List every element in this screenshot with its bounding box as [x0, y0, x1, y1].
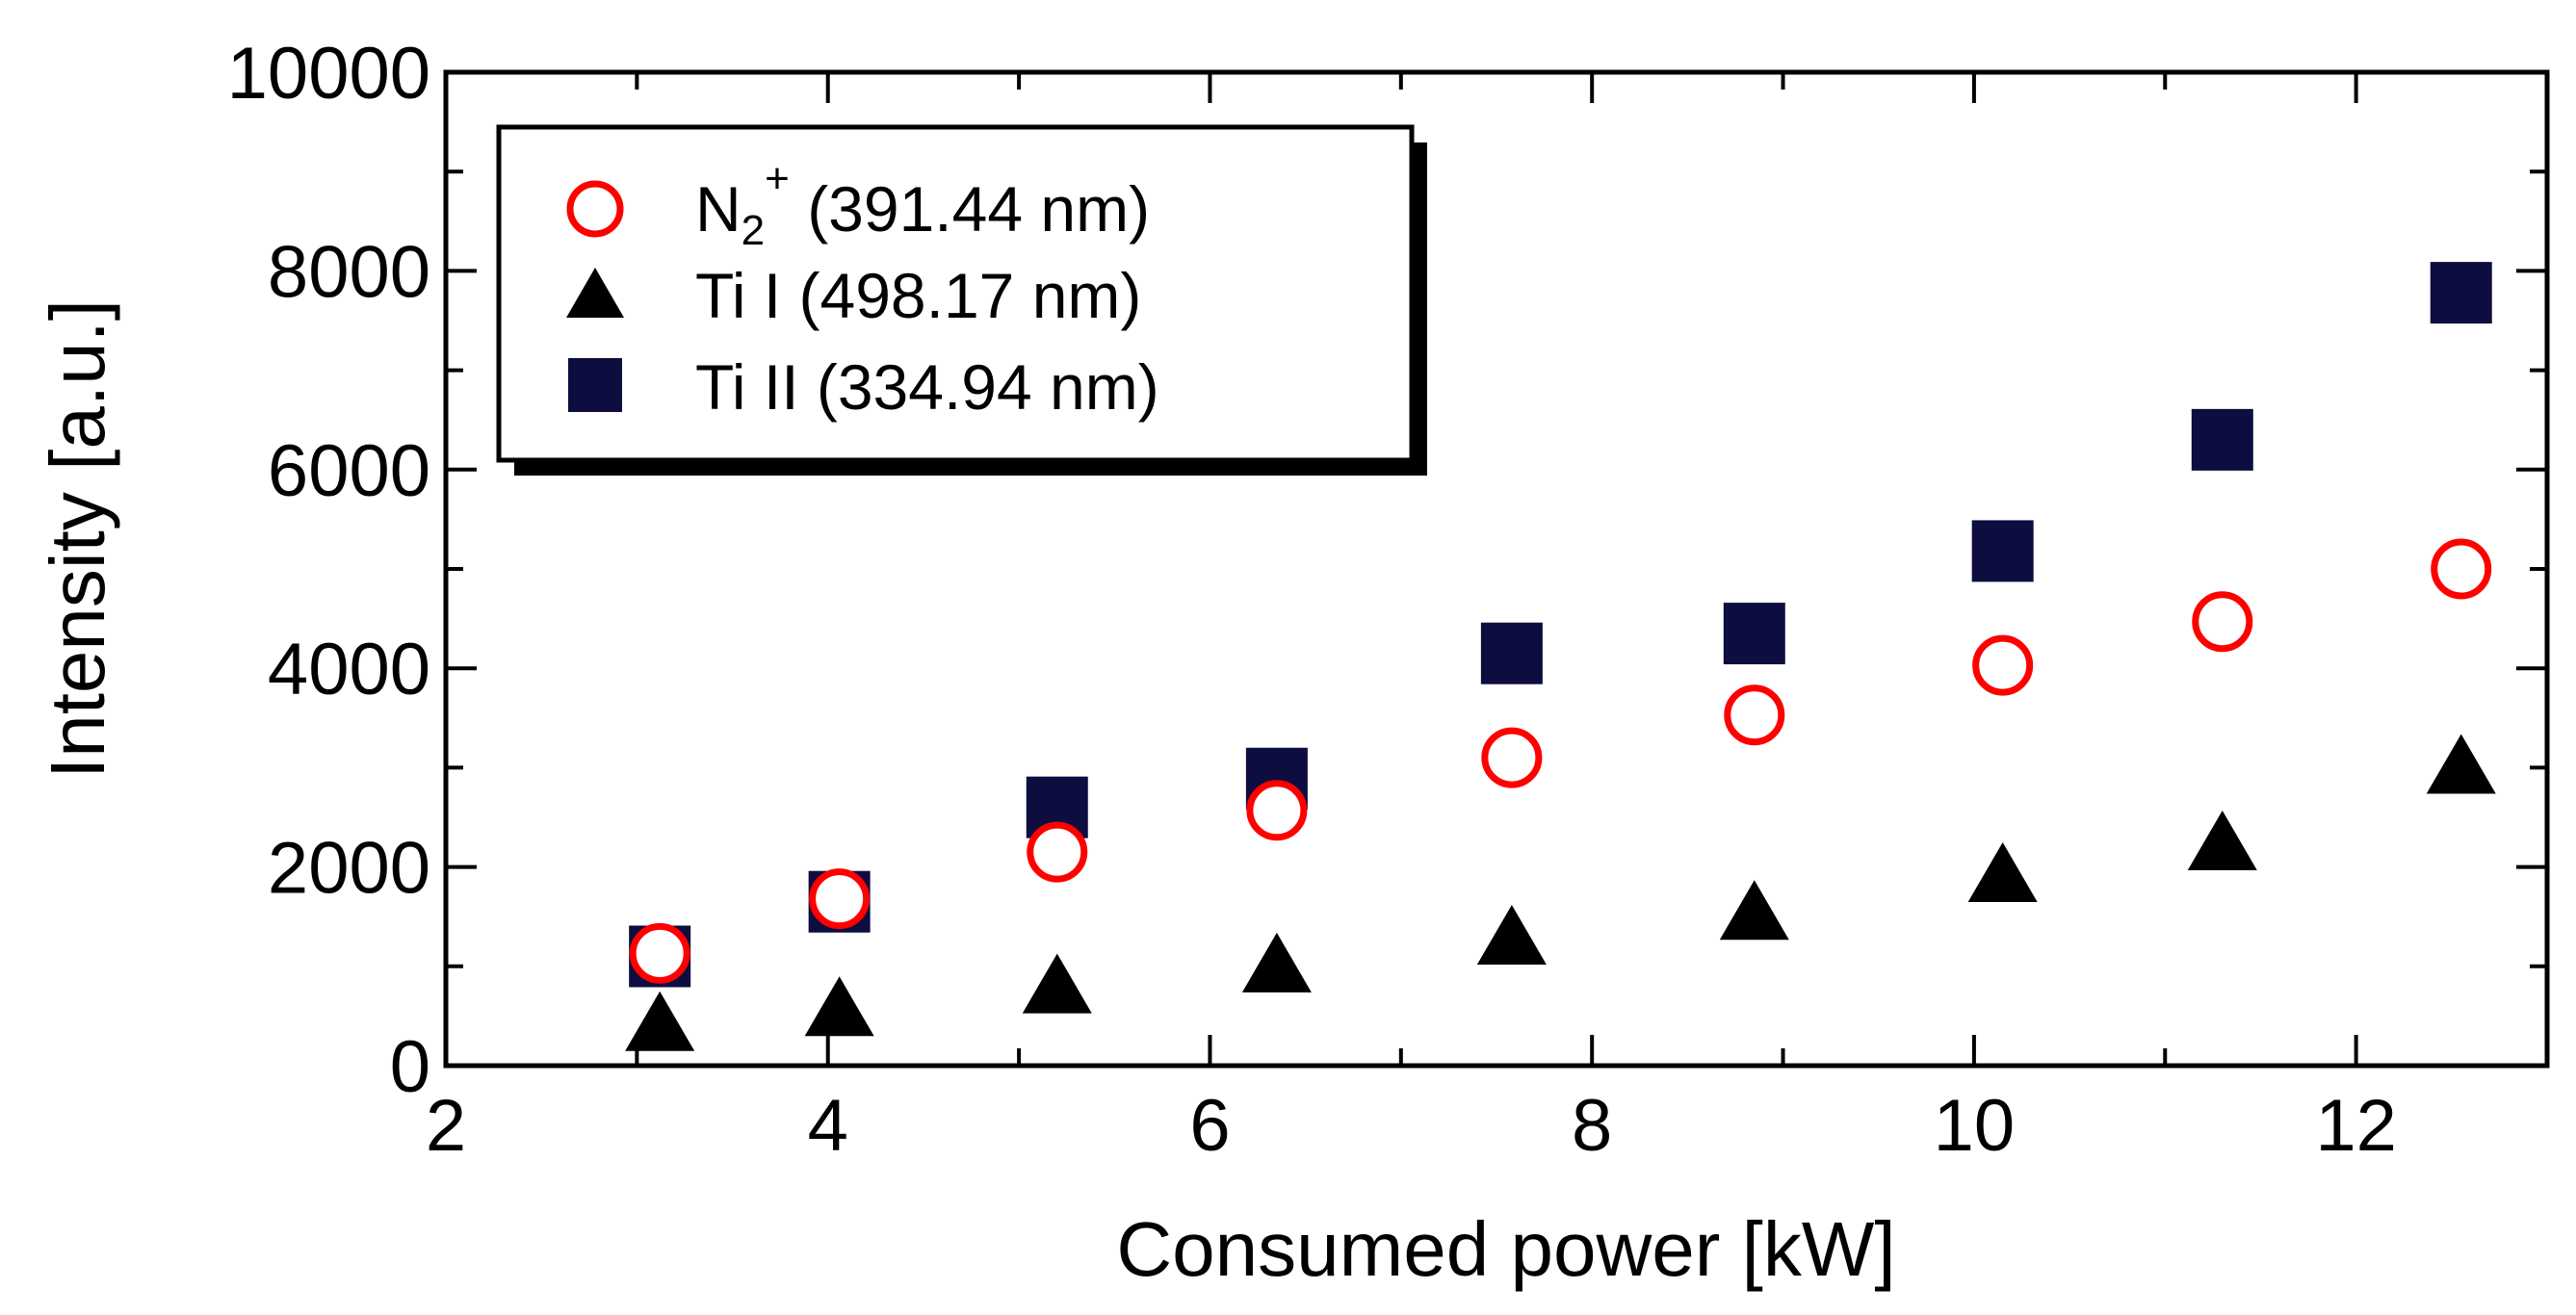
ti-i-point [1719, 880, 1789, 941]
x-tick-label: 10 [1934, 1085, 2016, 1167]
legend-marker-ti-i [566, 268, 624, 318]
ti-i-point [625, 991, 695, 1051]
n2plus-point [1246, 780, 1308, 841]
ti-i-point [1022, 953, 1092, 1014]
ti-i-point [804, 976, 874, 1037]
ti-ii-point [2430, 262, 2492, 324]
n2plus-point [1027, 821, 1088, 883]
y-tick-label: 0 [390, 1026, 430, 1108]
ti-ii-point [2191, 408, 2253, 471]
legend-box [496, 124, 1415, 463]
legend-marker-n2plus [566, 180, 624, 238]
n2plus-point [629, 922, 690, 984]
y-tick-label: 4000 [268, 629, 430, 710]
ti-ii-point [1971, 520, 2034, 582]
y-tick-label: 6000 [268, 430, 430, 512]
ti-ii-point [1723, 603, 1785, 665]
tick-labels: 2 4 6 8 10 12 0 2000 4000 6000 8000 10000 [227, 33, 2397, 1167]
x-axis-title: Consumed power [kW] [1116, 1206, 1895, 1292]
n2plus-point [1481, 727, 1543, 788]
n2plus-point [2192, 591, 2253, 653]
ti-i-point [2187, 810, 2257, 870]
legend: N2+ (391.44 nm) Ti I (498.17 nm) Ti II (… [496, 124, 1427, 476]
ti-i-point [1476, 905, 1547, 965]
plot-area-frame [443, 69, 2550, 1069]
x-tick-label: 6 [1189, 1085, 1230, 1167]
x-tick-label: 12 [2315, 1085, 2397, 1167]
legend-label-ti-i: Ti I (498.17 nm) [695, 260, 1141, 331]
legend-label-ti-ii: Ti II (334.94 nm) [695, 351, 1159, 423]
n2plus-point [1724, 684, 1785, 746]
n2plus-point [2431, 538, 2492, 600]
y-tick-label: 10000 [227, 33, 430, 115]
y-tick-label: 2000 [268, 828, 430, 910]
legend-label-n2plus: N2+ (391.44 nm) [695, 155, 1150, 254]
y-axis-title: Intensity [a.u.] [35, 299, 120, 779]
y-tick-label: 8000 [268, 231, 430, 313]
n2plus-point [809, 868, 871, 930]
x-tick-label: 8 [1572, 1085, 1612, 1167]
legend-marker-ti-ii [568, 358, 622, 412]
n2plus-point [1972, 634, 2034, 696]
x-tick-label: 2 [426, 1085, 466, 1167]
ti-i-point [1241, 932, 1312, 993]
ti-ii-point [1480, 622, 1543, 684]
ti-i-point [2426, 734, 2496, 794]
ti-i-point [1967, 841, 2038, 902]
data-points [625, 262, 2496, 1051]
x-tick-label: 4 [808, 1085, 848, 1167]
